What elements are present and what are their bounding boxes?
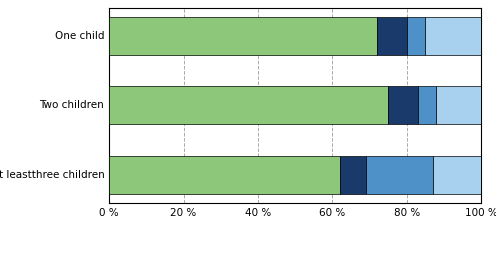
Bar	[418, 86, 436, 125]
Bar	[425, 17, 481, 55]
Bar	[407, 17, 426, 55]
Bar	[109, 86, 388, 125]
Bar	[388, 86, 418, 125]
Bar	[109, 17, 377, 55]
Bar	[340, 156, 366, 194]
Bar	[433, 156, 481, 194]
Bar	[377, 17, 407, 55]
Bar	[436, 86, 481, 125]
Bar	[109, 156, 340, 194]
Bar	[366, 156, 433, 194]
